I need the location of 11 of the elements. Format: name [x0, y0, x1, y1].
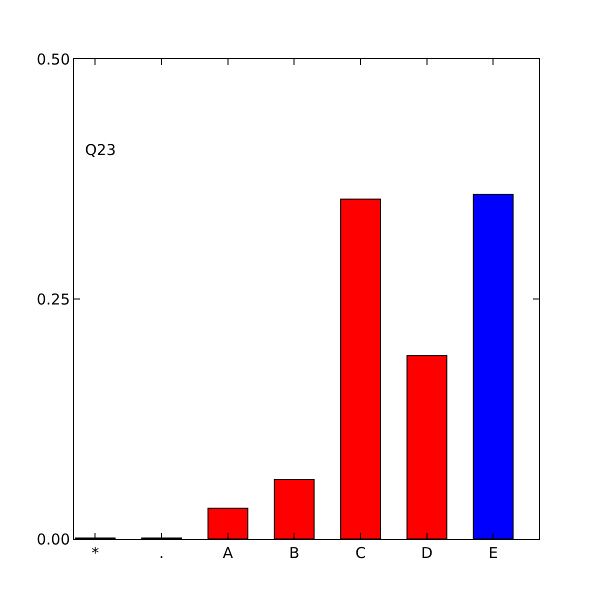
x-tick-label: B: [289, 544, 300, 562]
y-tick-label: 0.25: [36, 290, 70, 308]
x-tick-label: *: [91, 544, 100, 562]
x-tick-label: .: [159, 544, 164, 562]
y-tick-label: 0.00: [36, 530, 70, 548]
x-tick-label: A: [222, 544, 234, 562]
x-tick-label: D: [421, 544, 433, 562]
x-tick-label: E: [488, 544, 498, 562]
y-tick-label: 0.50: [36, 50, 70, 68]
x-tick-label: C: [355, 544, 366, 562]
annotation: Q23: [85, 141, 116, 159]
